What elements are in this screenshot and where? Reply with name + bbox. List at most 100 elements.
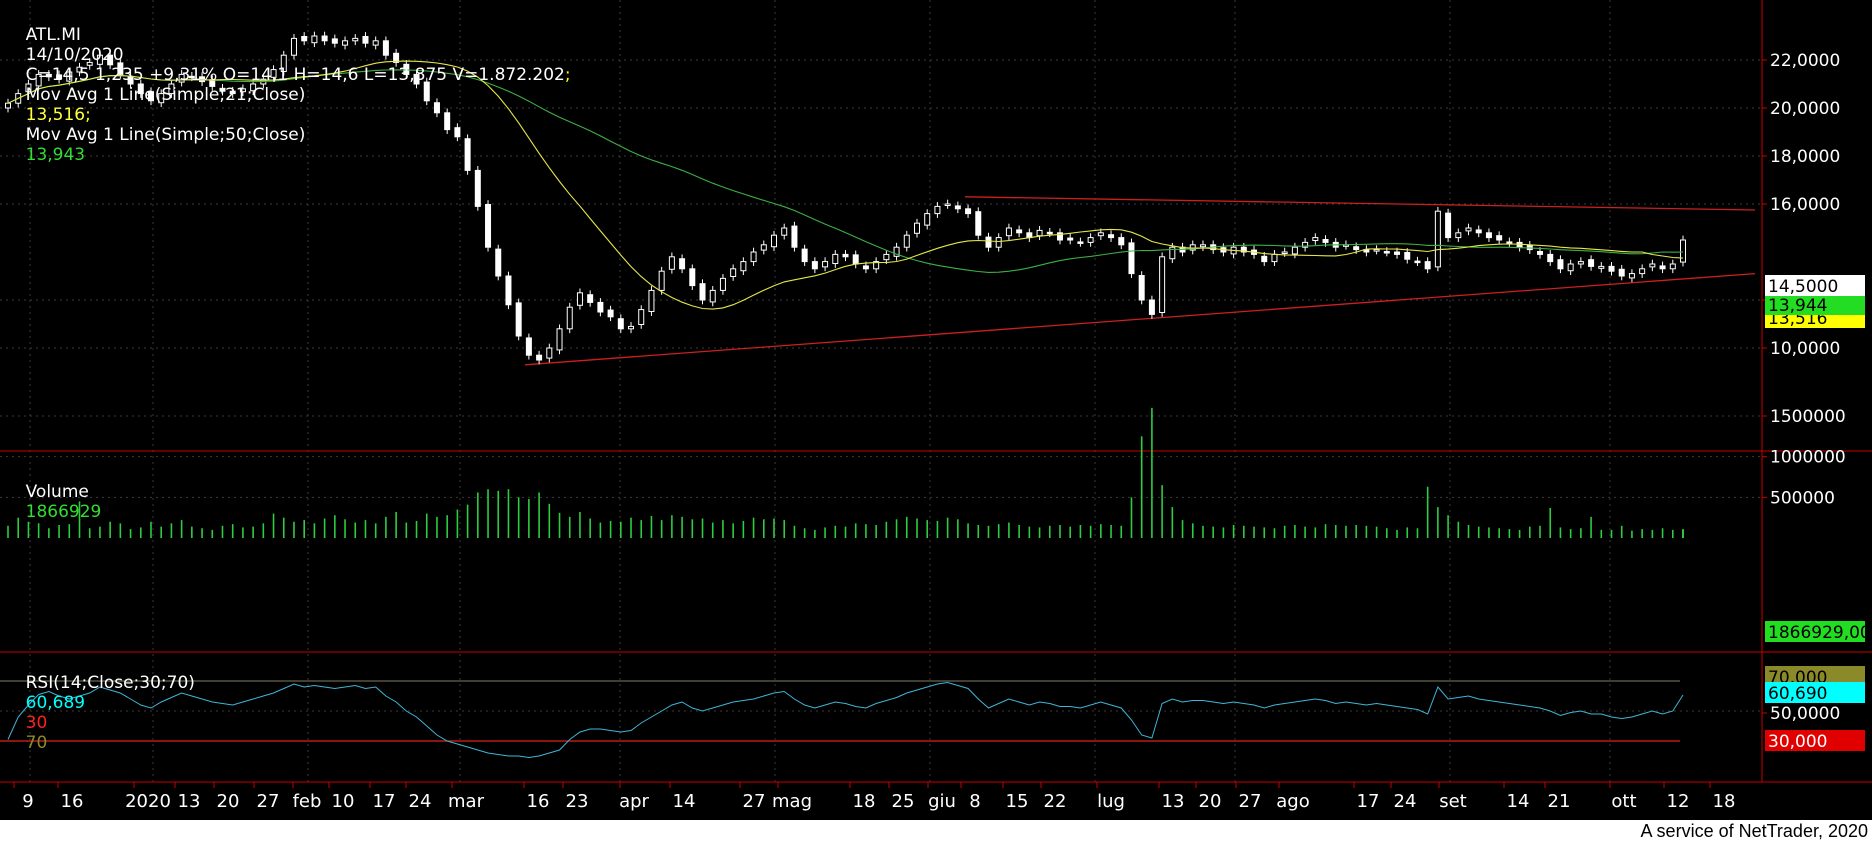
candle xyxy=(1138,275,1145,301)
date-label: lug xyxy=(1097,791,1125,812)
candle xyxy=(1537,251,1544,255)
rsi-header: RSI(14;Close;30;70) 60,689 30 70 xyxy=(4,653,195,773)
candle xyxy=(1404,251,1411,260)
date-label: 13 xyxy=(178,791,201,812)
candle xyxy=(168,83,175,95)
candle xyxy=(117,62,124,75)
candle xyxy=(311,35,318,44)
candle xyxy=(270,69,277,78)
candle xyxy=(239,88,246,93)
date-label: apr xyxy=(619,791,649,812)
candle xyxy=(873,261,880,270)
date-label: mar xyxy=(448,791,485,812)
volume-axis-label: 500000 xyxy=(1770,488,1835,508)
candle xyxy=(76,66,83,73)
candle xyxy=(1547,253,1554,263)
date-label: giu xyxy=(928,791,956,812)
candle xyxy=(658,270,665,291)
price-axis-label: 20,0000 xyxy=(1770,99,1840,119)
candle xyxy=(801,248,808,263)
candle xyxy=(995,237,1002,248)
volume-value: 1866929 xyxy=(25,502,102,522)
symbol: ATL.MI xyxy=(25,25,81,45)
ma50-value: 13,943 xyxy=(25,145,86,165)
date-label: 27 xyxy=(1239,791,1262,812)
candle xyxy=(474,169,481,207)
candle xyxy=(1240,246,1247,253)
volume-badge: 1866929,00 xyxy=(1765,621,1871,643)
ma21-label: Mov Avg 1 Line(Simple;21;Close) xyxy=(25,85,306,105)
candle xyxy=(1169,246,1176,260)
candle xyxy=(771,234,778,248)
candle xyxy=(740,261,747,272)
volume-header: Volume 1866929 xyxy=(4,462,102,542)
candle xyxy=(96,54,103,65)
candle xyxy=(1261,255,1268,263)
volume-badge-bg xyxy=(1765,621,1865,642)
date-label: 17 xyxy=(373,791,396,812)
candle xyxy=(811,261,818,270)
candle xyxy=(913,222,920,234)
candle xyxy=(1353,246,1360,251)
candle xyxy=(1291,246,1298,255)
candle xyxy=(342,40,349,46)
date-label: set xyxy=(1439,791,1467,812)
ma50-badge-bg xyxy=(1765,294,1865,315)
candle xyxy=(699,283,706,301)
candles xyxy=(5,31,1686,365)
rsi-30-badge: 30,000 xyxy=(1765,730,1865,752)
candle xyxy=(290,37,297,56)
candle xyxy=(352,37,359,42)
candle xyxy=(1628,273,1635,279)
candle xyxy=(1608,265,1615,272)
rsi-high: 70 xyxy=(25,733,48,753)
candle xyxy=(648,289,655,313)
date-label: 9 xyxy=(22,791,33,812)
candle xyxy=(1598,265,1605,269)
candle xyxy=(86,61,93,66)
date-label: 14 xyxy=(1507,791,1530,812)
candle xyxy=(750,251,757,263)
date-label: 8 xyxy=(969,791,980,812)
candle xyxy=(730,268,737,277)
candle xyxy=(1475,229,1482,234)
chart-canvas: 22,000020,000018,000016,000012,000010,00… xyxy=(0,0,1872,812)
candle xyxy=(985,236,992,248)
candle xyxy=(1618,268,1625,277)
date-axis: 9 16 2020 13 20 27 feb 10 17 24 mar 16 23 apr 14 27 mag 1… xyxy=(13,782,1735,812)
candle xyxy=(1128,242,1135,275)
date-label: 16 xyxy=(61,791,84,812)
candle xyxy=(1577,261,1584,265)
candle xyxy=(893,246,900,257)
candle xyxy=(1148,299,1155,315)
candle xyxy=(934,205,941,215)
ma50-line xyxy=(7,69,1684,273)
candle xyxy=(137,83,144,95)
candle xyxy=(1077,241,1084,244)
candle xyxy=(1189,244,1196,251)
date-label: 12 xyxy=(1667,791,1690,812)
candle xyxy=(822,261,829,268)
candle xyxy=(250,83,257,92)
footer-credit: A service of NetTrader, 2020 xyxy=(1640,821,1868,841)
candle xyxy=(1322,239,1329,243)
candle xyxy=(372,40,379,46)
candle xyxy=(1506,241,1513,244)
candle xyxy=(1434,210,1441,268)
date-label: 18 xyxy=(853,791,876,812)
upper-trendline xyxy=(964,196,1756,211)
candle xyxy=(1087,237,1094,243)
candle xyxy=(1159,256,1166,313)
candle xyxy=(45,73,52,78)
rsi-30-badge-bg xyxy=(1765,730,1865,751)
date-label: 15 xyxy=(1006,791,1029,812)
date-label: 22 xyxy=(1044,791,1067,812)
date-label: 21 xyxy=(1548,791,1571,812)
date-label: ago xyxy=(1276,791,1309,812)
candle xyxy=(56,74,63,80)
candle xyxy=(1056,232,1063,241)
candle xyxy=(1394,251,1401,255)
volume-axis-label: 1000000 xyxy=(1770,448,1846,468)
ma50-badge: 13,944 xyxy=(1765,294,1865,316)
candle xyxy=(301,35,308,42)
